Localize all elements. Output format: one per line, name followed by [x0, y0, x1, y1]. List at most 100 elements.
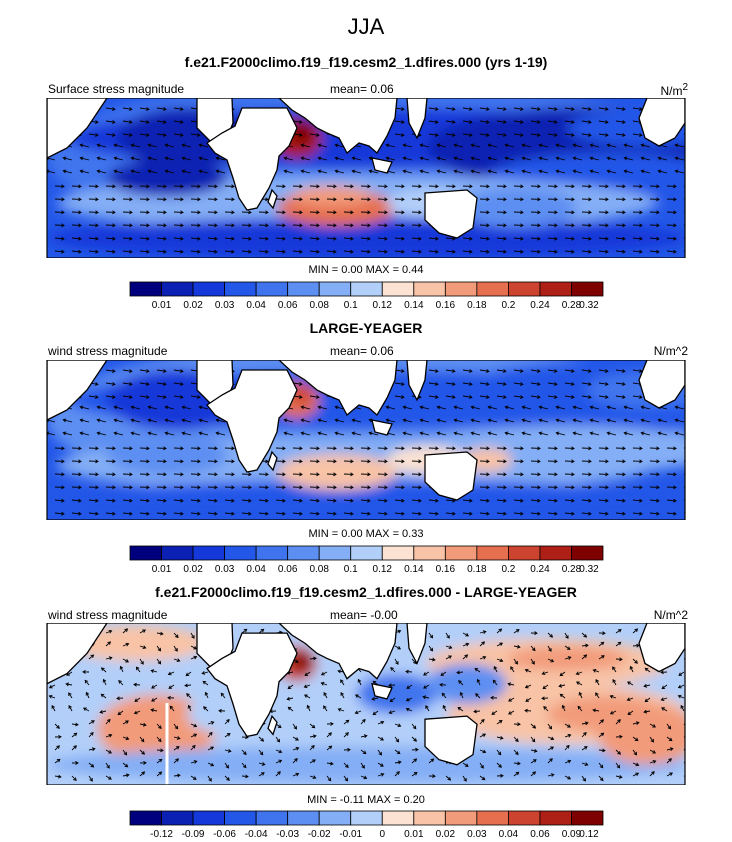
- wind-vector-head: [287, 685, 292, 690]
- wind-vector: [182, 157, 192, 161]
- wind-vector-head: [402, 418, 407, 423]
- wind-vector: [139, 645, 146, 649]
- wind-vector-head: [111, 120, 116, 124]
- wind-vector-head: [520, 223, 524, 228]
- wind-vector: [139, 133, 149, 136]
- wind-vector: [539, 406, 549, 410]
- wind-vector-head: [124, 628, 129, 632]
- wind-vector-head: [571, 498, 575, 503]
- wind-vector-head: [180, 236, 184, 241]
- wind-vector: [173, 774, 181, 777]
- wind-vector-head: [570, 382, 575, 386]
- wind-vector: [309, 723, 315, 729]
- wind-vector-head: [629, 665, 634, 670]
- wind-vector: [556, 157, 566, 161]
- wind-vector-head: [402, 169, 407, 174]
- wind-vector-head: [129, 236, 133, 241]
- panel-3-frame: [46, 623, 686, 785]
- wind-vector-head: [690, 198, 693, 201]
- wind-vector: [326, 732, 332, 738]
- wind-vector: [301, 157, 311, 161]
- wind-vector-head: [146, 511, 150, 516]
- wind-vector: [513, 658, 518, 665]
- wind-vector: [318, 432, 328, 436]
- wind-vector-head: [397, 760, 402, 765]
- wind-vector-head: [452, 249, 456, 254]
- wind-vector-head: [108, 629, 113, 634]
- wind-vector: [156, 120, 166, 123]
- wind-vector: [632, 133, 642, 136]
- wind-vector-head: [300, 169, 305, 174]
- wind-vector: [539, 144, 549, 148]
- wind-vector: [488, 406, 498, 410]
- wind-vector: [352, 419, 362, 423]
- wind-vector: [54, 723, 60, 729]
- wind-vector-head: [168, 685, 173, 689]
- wind-vector-head: [158, 771, 163, 776]
- wind-vector-head: [622, 459, 626, 464]
- panel-3-map-content: [46, 623, 689, 785]
- wind-vector-head: [162, 133, 167, 137]
- wind-vector-head: [231, 223, 235, 228]
- wind-vector: [80, 419, 90, 423]
- wind-vector-head: [320, 681, 325, 686]
- wind-vector-head: [605, 210, 609, 215]
- wind-vector: [607, 406, 617, 410]
- wind-vector-head: [197, 197, 201, 202]
- wind-vector-head: [674, 405, 679, 410]
- wind-vector-head: [163, 210, 167, 215]
- wind-vector-head: [259, 751, 264, 756]
- wind-vector-head: [347, 747, 351, 752]
- wind-vector-head: [571, 249, 575, 254]
- wind-vector: [560, 693, 566, 699]
- wind-vector-head: [652, 724, 657, 728]
- wind-vector: [666, 250, 676, 253]
- wind-vector-head: [600, 732, 605, 737]
- wind-vector-head: [163, 485, 167, 490]
- wind-vector: [352, 170, 362, 174]
- wind-vector-head: [73, 745, 77, 749]
- wind-vector: [105, 107, 115, 110]
- wind-vector-head: [294, 659, 299, 663]
- wind-vector: [173, 658, 180, 662]
- wind-vector: [386, 157, 396, 161]
- wind-vector-head: [498, 764, 502, 768]
- wind-vector-head: [589, 156, 594, 161]
- wind-vector-head: [350, 446, 354, 451]
- wind-vector: [165, 170, 175, 174]
- wind-vector-head: [419, 405, 424, 410]
- wind-vector-head: [90, 763, 95, 768]
- wind-vector-head: [401, 249, 405, 254]
- wind-vector: [556, 406, 566, 410]
- wind-vector: [63, 432, 73, 436]
- wind-vector: [406, 684, 413, 689]
- wind-vector: [479, 775, 486, 781]
- wind-vector-head: [299, 485, 303, 490]
- wind-vector-head: [640, 169, 645, 174]
- wind-vector-head: [567, 775, 572, 780]
- wind-vector-head: [316, 210, 320, 215]
- wind-vector: [607, 157, 617, 161]
- wind-vector: [156, 658, 161, 665]
- wind-vector: [165, 432, 175, 436]
- wind-vector: [241, 749, 247, 755]
- wind-vector: [122, 395, 132, 398]
- wind-vector-head: [351, 431, 356, 436]
- wind-vector-head: [418, 223, 422, 228]
- wind-vector-head: [538, 431, 543, 436]
- wind-vector-head: [162, 395, 167, 399]
- wind-vector-head: [150, 669, 155, 673]
- wind-vector: [530, 369, 540, 372]
- wind-vector: [377, 773, 384, 777]
- wind-vector-head: [604, 120, 609, 124]
- wind-vector-head: [686, 760, 689, 763]
- wind-vector-head: [436, 169, 441, 174]
- wind-vector-head: [418, 459, 422, 464]
- wind-vector-head: [118, 680, 122, 684]
- wind-vector: [88, 499, 98, 502]
- wind-vector-head: [657, 169, 662, 174]
- wind-vector-head: [668, 737, 673, 742]
- wind-vector-head: [51, 704, 55, 709]
- wind-vector: [598, 749, 606, 752]
- wind-vector-head: [208, 778, 212, 782]
